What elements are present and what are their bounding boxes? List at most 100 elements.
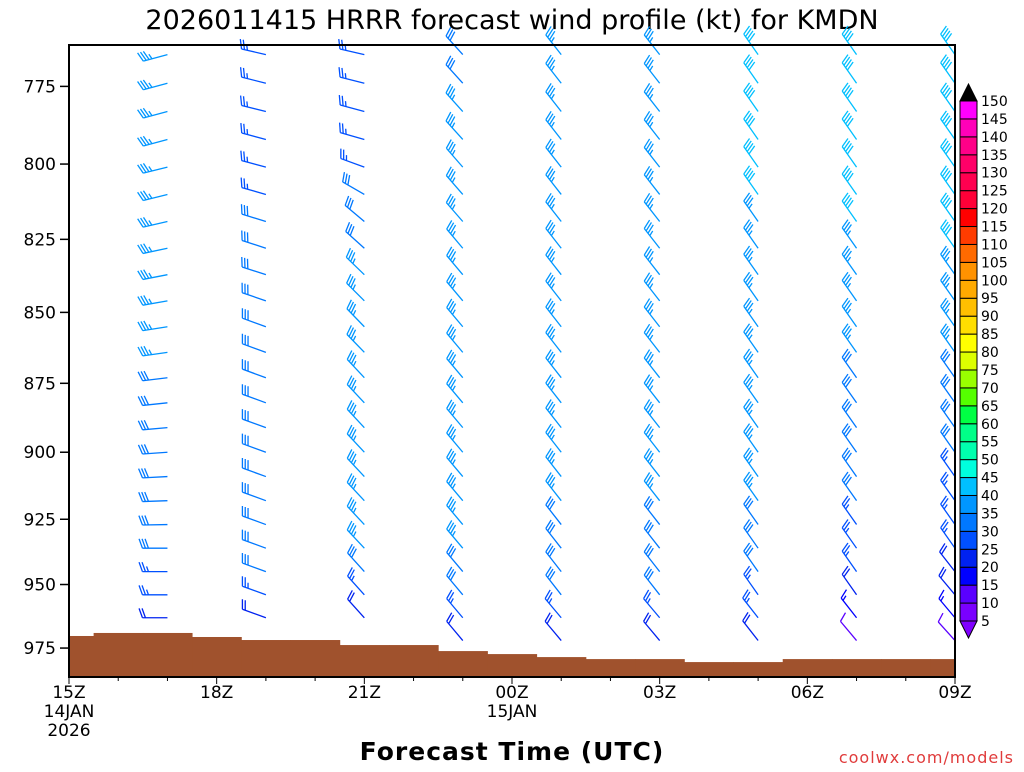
- terrain-segment: [241, 640, 291, 677]
- wind-barb: [138, 244, 168, 254]
- barb-staff: [941, 382, 955, 402]
- barb-staff: [938, 622, 955, 641]
- barb-half-feather: [650, 410, 653, 415]
- terrain-segment: [537, 657, 587, 677]
- barb-half-feather: [452, 386, 455, 391]
- colorbar-swatch: [960, 280, 977, 298]
- wind-barb: [546, 424, 561, 452]
- colorbar-swatch: [960, 227, 977, 245]
- barb-half-feather: [746, 598, 749, 603]
- wind-barb: [939, 567, 955, 595]
- colorbar-label: 5: [981, 614, 990, 630]
- barb-staff: [242, 188, 266, 195]
- wind-barb: [446, 56, 463, 83]
- wind-barb: [842, 566, 856, 595]
- wind-barb: [644, 55, 659, 83]
- wind-barb: [546, 520, 561, 548]
- barb-half-feather: [551, 94, 554, 99]
- barb-staff: [242, 540, 265, 549]
- wind-barb: [447, 400, 463, 428]
- wind-barb: [242, 599, 265, 618]
- wind-barb: [842, 399, 856, 428]
- barb-half-feather: [551, 150, 554, 155]
- colorbar-swatch: [960, 495, 977, 513]
- wind-barb: [446, 84, 463, 111]
- colorbar-label: 50: [981, 453, 999, 469]
- wind-barb: [546, 83, 561, 111]
- colorbar-over-arrow: [960, 84, 977, 101]
- wind-barb: [744, 111, 758, 140]
- barb-half-feather: [551, 483, 554, 488]
- colorbar: 5101520253035404550556065707580859095100…: [960, 84, 1008, 638]
- wind-barb: [842, 496, 856, 525]
- wind-barb: [941, 472, 955, 501]
- y-tick-label: 900: [24, 443, 56, 463]
- barb-half-feather: [551, 309, 554, 314]
- wind-barb: [546, 448, 561, 476]
- barb-staff: [842, 147, 856, 167]
- colorbar-swatch: [960, 585, 977, 603]
- wind-barb: [348, 544, 365, 571]
- wind-barb: [744, 272, 758, 301]
- colorbar-label: 65: [981, 399, 999, 415]
- barb-half-feather: [352, 576, 355, 581]
- barb-half-feather: [650, 257, 653, 262]
- colorbar-swatch: [960, 173, 977, 191]
- wind-barb: [447, 350, 463, 378]
- colorbar-label: 130: [981, 166, 1008, 182]
- wind-barb: [138, 346, 167, 356]
- barb-half-feather: [747, 575, 750, 579]
- colorbar-swatch: [960, 388, 977, 406]
- wind-barb: [340, 123, 365, 140]
- barb-staff: [941, 280, 955, 300]
- wind-barb: [644, 299, 659, 327]
- wind-barb: [347, 400, 364, 427]
- wind-barb: [138, 295, 168, 305]
- barb-feather: [340, 123, 341, 133]
- barb-staff: [242, 468, 265, 477]
- barb-half-feather: [749, 483, 752, 487]
- wind-barb: [446, 140, 462, 168]
- barb-half-feather: [551, 435, 554, 440]
- wind-barb: [941, 520, 955, 549]
- barb-half-feather: [847, 257, 850, 261]
- barb-staff: [744, 280, 758, 300]
- barb-half-feather: [847, 283, 850, 287]
- barb-half-feather: [551, 66, 554, 71]
- barb-staff: [242, 318, 265, 327]
- barb-half-feather: [345, 73, 346, 78]
- wind-barb: [242, 553, 265, 572]
- wind-barb: [941, 324, 955, 353]
- barb-staff: [347, 283, 365, 301]
- barb-staff: [242, 492, 265, 501]
- barb-half-feather: [452, 310, 455, 315]
- barb-staff: [143, 428, 168, 430]
- wind-barb: [347, 497, 364, 524]
- wind-barb: [743, 612, 758, 640]
- wind-barb: [546, 567, 561, 595]
- wind-barb: [241, 204, 265, 221]
- terrain-segment: [192, 637, 242, 677]
- wind-barb: [941, 399, 955, 428]
- wind-barb: [941, 55, 955, 84]
- barb-half-feather: [650, 335, 653, 340]
- barb-staff: [546, 575, 561, 595]
- terrain: [69, 633, 956, 677]
- colorbar-label: 135: [981, 148, 1008, 164]
- y-tick-label: 950: [24, 576, 56, 596]
- barb-feather: [241, 67, 242, 77]
- barb-half-feather: [551, 459, 554, 464]
- barb-staff: [644, 552, 659, 572]
- barb-half-feather: [149, 273, 152, 278]
- barb-half-feather: [452, 150, 455, 155]
- wind-barb: [546, 399, 561, 427]
- wind-barb: [842, 543, 856, 572]
- colorbar-under-arrow: [960, 621, 977, 638]
- wind-barb: [842, 448, 856, 477]
- wind-barb: [138, 444, 167, 454]
- colorbar-swatch: [960, 119, 977, 137]
- wind-barb: [346, 222, 365, 248]
- barb-staff: [941, 504, 955, 524]
- barb-half-feather: [353, 532, 356, 537]
- colorbar-label: 45: [981, 471, 999, 487]
